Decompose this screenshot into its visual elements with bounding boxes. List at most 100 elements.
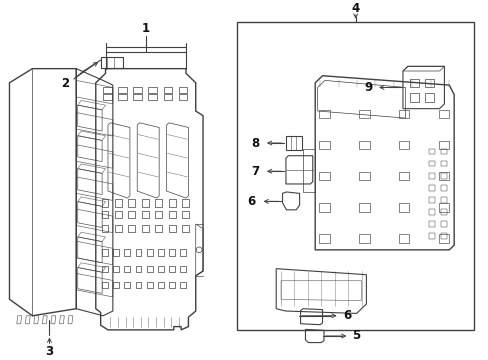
Bar — [155, 225, 162, 233]
Bar — [169, 249, 175, 256]
Bar — [409, 93, 418, 102]
Bar — [115, 199, 122, 207]
Bar — [163, 87, 172, 93]
Bar — [168, 211, 175, 218]
Bar — [182, 199, 188, 207]
Bar — [358, 203, 369, 212]
Bar — [113, 282, 119, 288]
Bar — [440, 149, 446, 154]
Bar — [424, 93, 433, 102]
Bar — [440, 185, 446, 191]
Bar — [358, 141, 369, 149]
Bar — [163, 94, 172, 100]
Bar — [180, 249, 185, 256]
Bar — [440, 173, 446, 179]
Bar — [440, 209, 446, 215]
Bar — [124, 266, 130, 272]
Bar — [128, 199, 135, 207]
Bar — [398, 203, 408, 212]
Bar — [438, 109, 448, 118]
Bar — [428, 209, 434, 215]
Bar — [168, 199, 175, 207]
Bar — [182, 225, 188, 233]
Text: 6: 6 — [342, 309, 350, 322]
Bar — [158, 266, 163, 272]
Bar — [103, 94, 112, 100]
Bar — [169, 282, 175, 288]
Bar — [142, 225, 148, 233]
Bar — [319, 234, 329, 243]
Bar — [319, 109, 329, 118]
Text: 6: 6 — [247, 195, 255, 208]
Bar — [178, 87, 187, 93]
Bar — [118, 94, 127, 100]
Bar — [128, 225, 135, 233]
Bar — [428, 197, 434, 203]
Bar — [155, 211, 162, 218]
Bar — [124, 249, 130, 256]
Bar — [398, 172, 408, 180]
Bar — [424, 79, 433, 87]
Bar — [102, 225, 108, 233]
Bar — [169, 266, 175, 272]
Bar — [133, 87, 142, 93]
Text: 8: 8 — [251, 136, 259, 149]
Bar — [358, 109, 369, 118]
Bar — [180, 282, 185, 288]
Bar — [398, 234, 408, 243]
Bar — [237, 22, 473, 330]
Bar — [148, 87, 157, 93]
Text: 5: 5 — [352, 329, 360, 342]
Bar — [398, 141, 408, 149]
Bar — [146, 266, 152, 272]
Text: 9: 9 — [364, 81, 372, 94]
Bar — [440, 233, 446, 239]
Bar — [133, 94, 142, 100]
Bar — [135, 266, 141, 272]
Bar — [438, 234, 448, 243]
Bar — [438, 203, 448, 212]
Bar — [102, 282, 108, 288]
Bar — [438, 172, 448, 180]
Text: 4: 4 — [351, 2, 359, 15]
Bar — [102, 249, 108, 256]
Text: 3: 3 — [45, 346, 53, 359]
Bar — [440, 197, 446, 203]
Bar — [319, 172, 329, 180]
Bar — [102, 211, 108, 218]
Bar — [180, 266, 185, 272]
Bar — [102, 199, 108, 207]
Bar — [428, 221, 434, 227]
Bar — [124, 282, 130, 288]
Bar — [178, 94, 187, 100]
Bar — [146, 282, 152, 288]
Bar — [428, 233, 434, 239]
Bar — [428, 185, 434, 191]
Bar — [113, 249, 119, 256]
Bar — [428, 149, 434, 154]
Bar — [146, 249, 152, 256]
Bar — [428, 161, 434, 166]
Bar — [101, 57, 122, 68]
Bar — [168, 225, 175, 233]
Text: 2: 2 — [61, 77, 69, 90]
Bar — [113, 266, 119, 272]
Bar — [142, 199, 148, 207]
Bar — [440, 161, 446, 166]
Bar — [115, 211, 122, 218]
Bar — [118, 87, 127, 93]
Bar — [135, 282, 141, 288]
Bar — [398, 109, 408, 118]
Bar — [142, 211, 148, 218]
Bar — [128, 211, 135, 218]
Bar — [440, 221, 446, 227]
Bar — [358, 172, 369, 180]
Text: 7: 7 — [251, 165, 259, 178]
Bar — [182, 211, 188, 218]
Bar — [409, 79, 418, 87]
Bar — [155, 199, 162, 207]
Bar — [158, 282, 163, 288]
Bar — [319, 141, 329, 149]
Bar — [428, 173, 434, 179]
Bar — [358, 234, 369, 243]
